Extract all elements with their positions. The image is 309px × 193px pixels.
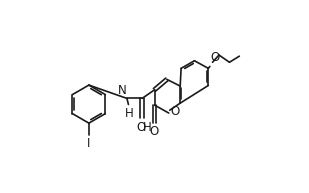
Text: O: O bbox=[150, 125, 159, 138]
Text: H: H bbox=[125, 107, 133, 120]
Text: N: N bbox=[118, 85, 127, 97]
Text: O: O bbox=[137, 121, 146, 134]
Text: H: H bbox=[142, 121, 151, 134]
Text: I: I bbox=[87, 137, 91, 150]
Text: O: O bbox=[211, 51, 220, 63]
Text: O: O bbox=[170, 105, 179, 118]
